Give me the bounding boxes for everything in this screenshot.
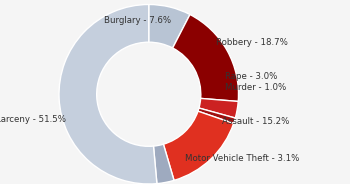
Wedge shape [154,144,174,184]
Wedge shape [59,4,157,184]
Wedge shape [199,98,238,118]
Wedge shape [173,15,238,101]
Text: Murder - 1.0%: Murder - 1.0% [225,84,286,93]
Text: Rape - 3.0%: Rape - 3.0% [225,72,278,81]
Text: Robbery - 18.7%: Robbery - 18.7% [216,38,288,47]
Wedge shape [149,4,190,48]
Wedge shape [198,108,235,123]
Text: Larceny - 51.5%: Larceny - 51.5% [0,115,66,124]
Wedge shape [163,111,234,180]
Text: Assault - 15.2%: Assault - 15.2% [222,117,290,126]
Text: Burglary - 7.6%: Burglary - 7.6% [104,16,172,25]
Text: Motor Vehicle Theft - 3.1%: Motor Vehicle Theft - 3.1% [185,154,299,163]
